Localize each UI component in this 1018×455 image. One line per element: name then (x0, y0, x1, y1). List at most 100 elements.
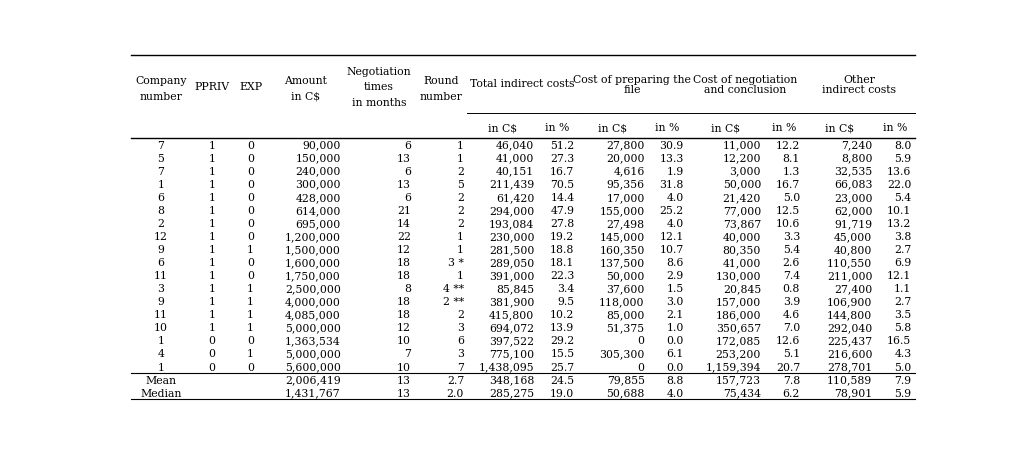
Text: 25.7: 25.7 (551, 362, 574, 372)
Text: 13: 13 (397, 375, 411, 385)
Text: 50,688: 50,688 (607, 388, 644, 398)
Text: 12.6: 12.6 (776, 336, 800, 346)
Text: 4: 4 (158, 349, 164, 359)
Text: 144,800: 144,800 (827, 309, 872, 319)
Text: 3: 3 (158, 283, 164, 293)
Text: 7.0: 7.0 (783, 323, 800, 333)
Text: 5,600,000: 5,600,000 (285, 362, 341, 372)
Text: 415,800: 415,800 (489, 309, 534, 319)
Text: 6: 6 (158, 258, 164, 268)
Text: 3.8: 3.8 (894, 232, 911, 242)
Text: 1,500,000: 1,500,000 (285, 244, 341, 254)
Text: number: number (419, 91, 462, 101)
Text: 775,100: 775,100 (490, 349, 534, 359)
Text: 695,000: 695,000 (295, 218, 341, 228)
Text: 1.0: 1.0 (667, 323, 684, 333)
Text: 27.3: 27.3 (550, 153, 574, 163)
Text: 1: 1 (209, 258, 216, 268)
Text: indirect costs: indirect costs (822, 84, 896, 94)
Text: 1.1: 1.1 (894, 283, 911, 293)
Text: 6: 6 (457, 336, 464, 346)
Text: in C$: in C$ (599, 123, 627, 133)
Text: 6.2: 6.2 (783, 388, 800, 398)
Text: 211,439: 211,439 (489, 179, 534, 189)
Text: 21: 21 (397, 205, 411, 215)
Text: 4.0: 4.0 (667, 192, 684, 202)
Text: 18: 18 (397, 258, 411, 268)
Text: 10: 10 (397, 362, 411, 372)
Text: in C$: in C$ (825, 123, 854, 133)
Text: 5.1: 5.1 (783, 349, 800, 359)
Text: 6.1: 6.1 (667, 349, 684, 359)
Text: 66,083: 66,083 (834, 179, 872, 189)
Text: 1,438,095: 1,438,095 (478, 362, 534, 372)
Text: 278,701: 278,701 (827, 362, 872, 372)
Text: 6: 6 (404, 192, 411, 202)
Text: 150,000: 150,000 (295, 153, 341, 163)
Text: Median: Median (140, 388, 181, 398)
Text: 27.8: 27.8 (550, 218, 574, 228)
Text: 7.4: 7.4 (783, 271, 800, 280)
Text: EXP: EXP (239, 82, 262, 92)
Text: in C$: in C$ (488, 123, 517, 133)
Text: 1: 1 (209, 297, 216, 307)
Text: 12.5: 12.5 (776, 205, 800, 215)
Text: 4,616: 4,616 (613, 166, 644, 176)
Text: Cost of negotiation: Cost of negotiation (693, 75, 797, 85)
Text: 5.4: 5.4 (895, 192, 911, 202)
Text: PPRIV: PPRIV (194, 82, 229, 92)
Text: 292,040: 292,040 (827, 323, 872, 333)
Text: 1: 1 (247, 283, 254, 293)
Text: times: times (364, 82, 394, 92)
Text: 1: 1 (209, 283, 216, 293)
Text: and conclusion: and conclusion (704, 84, 786, 94)
Text: 50,000: 50,000 (607, 271, 644, 280)
Text: 10.6: 10.6 (776, 218, 800, 228)
Text: 95,356: 95,356 (607, 179, 644, 189)
Text: 18.1: 18.1 (550, 258, 574, 268)
Text: 8.0: 8.0 (894, 140, 911, 150)
Text: 13.9: 13.9 (550, 323, 574, 333)
Text: 12.2: 12.2 (776, 140, 800, 150)
Text: 2,006,419: 2,006,419 (285, 375, 341, 385)
Text: 22.3: 22.3 (550, 271, 574, 280)
Text: 0: 0 (247, 271, 254, 280)
Text: in months: in months (351, 97, 406, 107)
Text: 0: 0 (209, 349, 216, 359)
Text: 31.8: 31.8 (660, 179, 684, 189)
Text: 3: 3 (457, 349, 464, 359)
Text: 0: 0 (209, 336, 216, 346)
Text: 2: 2 (457, 205, 464, 215)
Text: 21,420: 21,420 (723, 192, 761, 202)
Text: 3: 3 (457, 323, 464, 333)
Text: 40,000: 40,000 (723, 232, 761, 242)
Text: 14: 14 (397, 218, 411, 228)
Text: 17,000: 17,000 (607, 192, 644, 202)
Text: 7.9: 7.9 (895, 375, 911, 385)
Text: 5.0: 5.0 (783, 192, 800, 202)
Text: 27,400: 27,400 (834, 283, 872, 293)
Text: 110,589: 110,589 (827, 375, 872, 385)
Text: 5,000,000: 5,000,000 (285, 349, 341, 359)
Text: 1: 1 (457, 140, 464, 150)
Text: 1,750,000: 1,750,000 (285, 271, 341, 280)
Text: 79,855: 79,855 (607, 375, 644, 385)
Text: 4.0: 4.0 (667, 218, 684, 228)
Text: 3,000: 3,000 (730, 166, 761, 176)
Text: Cost of preparing the: Cost of preparing the (573, 75, 691, 85)
Text: 1,363,534: 1,363,534 (285, 336, 341, 346)
Text: 4.3: 4.3 (894, 349, 911, 359)
Text: 18: 18 (397, 309, 411, 319)
Text: 12.1: 12.1 (887, 271, 911, 280)
Text: 240,000: 240,000 (295, 166, 341, 176)
Text: 41,000: 41,000 (496, 153, 534, 163)
Text: 1: 1 (158, 362, 164, 372)
Text: 1: 1 (247, 297, 254, 307)
Text: 24.5: 24.5 (551, 375, 574, 385)
Text: 1: 1 (457, 232, 464, 242)
Text: 12,200: 12,200 (723, 153, 761, 163)
Text: 50,000: 50,000 (723, 179, 761, 189)
Text: 11: 11 (154, 271, 168, 280)
Text: 137,500: 137,500 (600, 258, 644, 268)
Text: 0: 0 (247, 232, 254, 242)
